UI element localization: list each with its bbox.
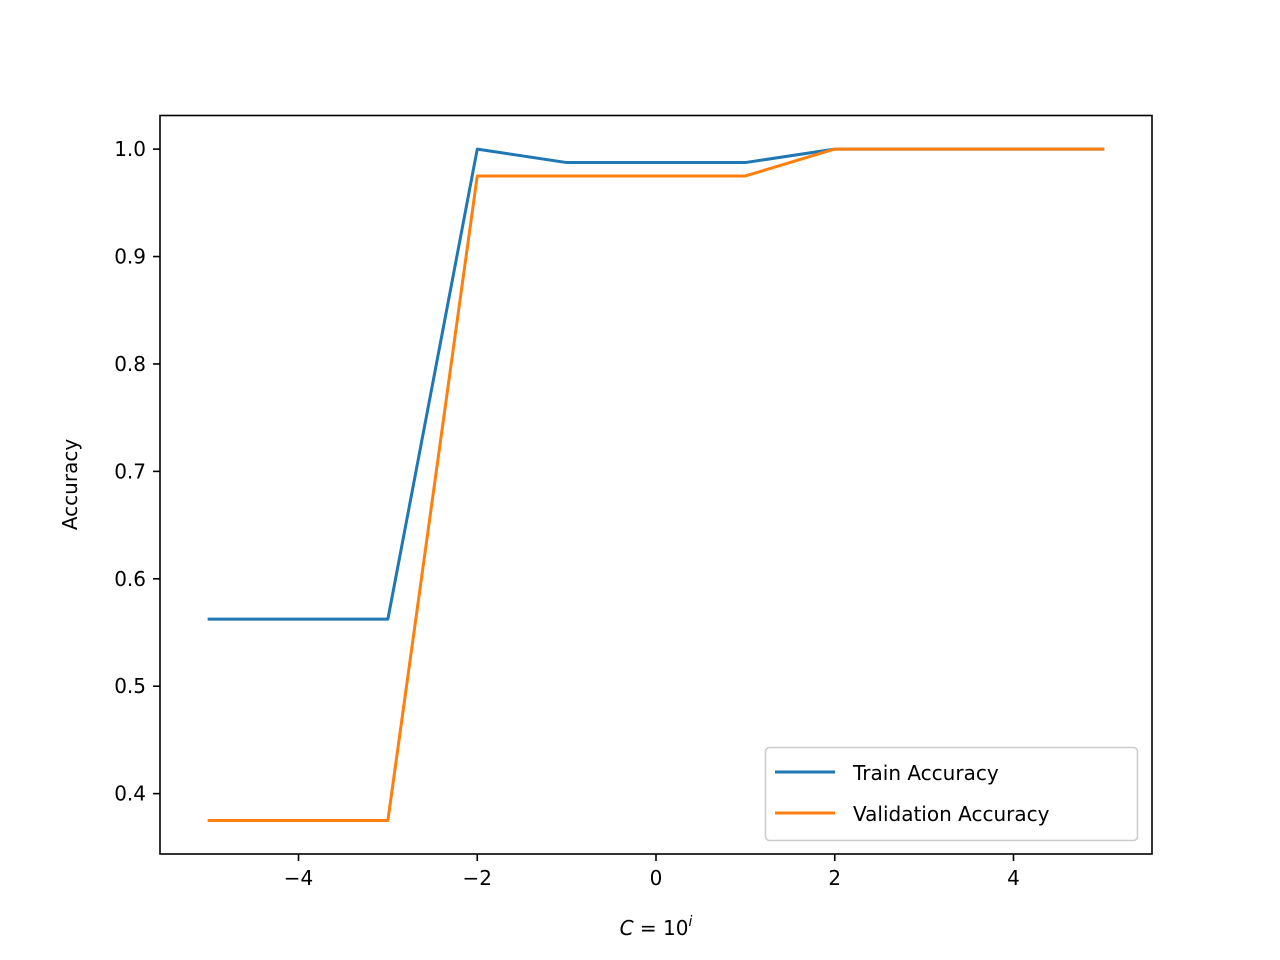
- y-tick-label: 0.4: [114, 782, 146, 806]
- x-axis-label-exponent: i: [689, 914, 693, 930]
- x-axis-label-eq: = 10: [634, 916, 689, 940]
- y-tick-label: 0.9: [114, 245, 146, 269]
- x-axis-label-base: C: [620, 916, 634, 940]
- y-tick-label: 1.0: [114, 137, 146, 161]
- legend-label-validation: Validation Accuracy: [853, 802, 1050, 826]
- x-tick-label: −4: [284, 866, 313, 890]
- x-tick-label: 0: [650, 866, 663, 890]
- x-tick-label: 2: [828, 866, 841, 890]
- y-axis: 0.4 0.5 0.6 0.7 0.8 0.9 1.0: [114, 137, 160, 806]
- series-line-1: [207, 147, 1105, 822]
- x-axis-label: C = 10i: [620, 914, 693, 940]
- x-axis: −4 −2 0 2 4: [284, 854, 1020, 890]
- x-tick-label: −2: [463, 866, 492, 890]
- y-tick-label: 0.8: [114, 352, 146, 376]
- y-tick-label: 0.6: [114, 567, 146, 591]
- y-axis-label: Accuracy: [58, 439, 82, 530]
- series-layer: [207, 147, 1105, 822]
- y-tick-label: 0.5: [114, 674, 146, 698]
- legend-box: [764, 746, 1139, 842]
- x-tick-label: 4: [1007, 866, 1020, 890]
- legend-label-train: Train Accuracy: [852, 761, 999, 785]
- legend: Train Accuracy Validation Accuracy: [764, 746, 1139, 842]
- y-tick-label: 0.7: [114, 459, 146, 483]
